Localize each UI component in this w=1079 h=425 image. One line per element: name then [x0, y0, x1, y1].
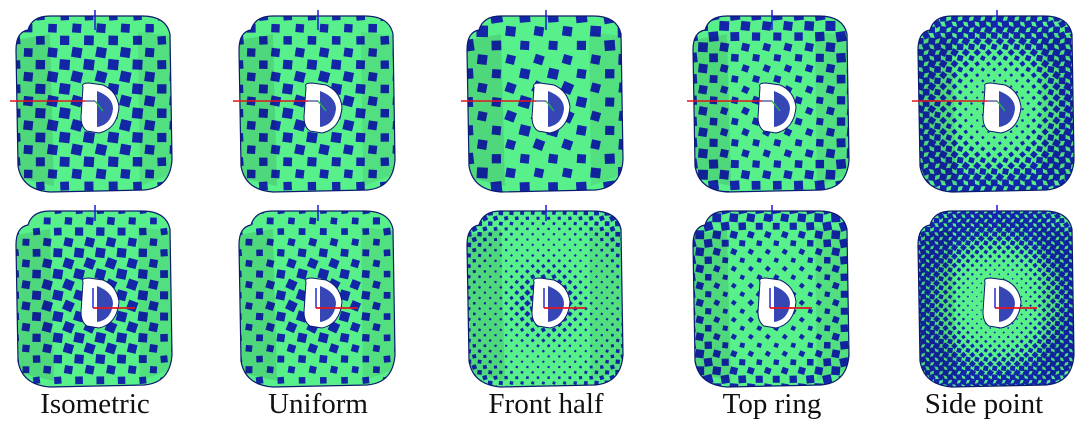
- rendering-top-ring-top: [687, 10, 857, 200]
- cube-rendering-svg: [466, 205, 624, 388]
- cube-rendering-svg: [917, 205, 1075, 388]
- caption-side-point: Side point: [924, 388, 1044, 420]
- caption-uniform: Uniform: [268, 388, 368, 420]
- cube-rendering-svg: [238, 205, 396, 388]
- rendering-isometric-bottom: [10, 205, 180, 395]
- rendering-isometric-top: [10, 10, 180, 200]
- rendering-side-point-top: [912, 10, 1079, 200]
- rendering-front-half-top: [461, 10, 631, 200]
- rendering-uniform-top: [233, 10, 403, 200]
- cube-rendering-svg: [687, 10, 850, 193]
- caption-top-ring: Top ring: [722, 388, 822, 420]
- cube-rendering-svg: [15, 205, 173, 388]
- rendering-side-point-bottom: [912, 205, 1079, 395]
- cube-rendering-svg: [692, 205, 850, 388]
- rendering-top-ring-bottom: [687, 205, 857, 395]
- cube-rendering-svg: [912, 10, 1075, 193]
- cube-rendering-svg: [461, 10, 624, 193]
- cube-rendering-svg: [10, 10, 173, 193]
- cube-rendering-svg: [233, 10, 396, 193]
- rendering-uniform-bottom: [233, 205, 403, 395]
- rendering-front-half-bottom: [461, 205, 631, 395]
- caption-isometric: Isometric: [40, 388, 150, 420]
- caption-front-half: Front half: [488, 388, 604, 420]
